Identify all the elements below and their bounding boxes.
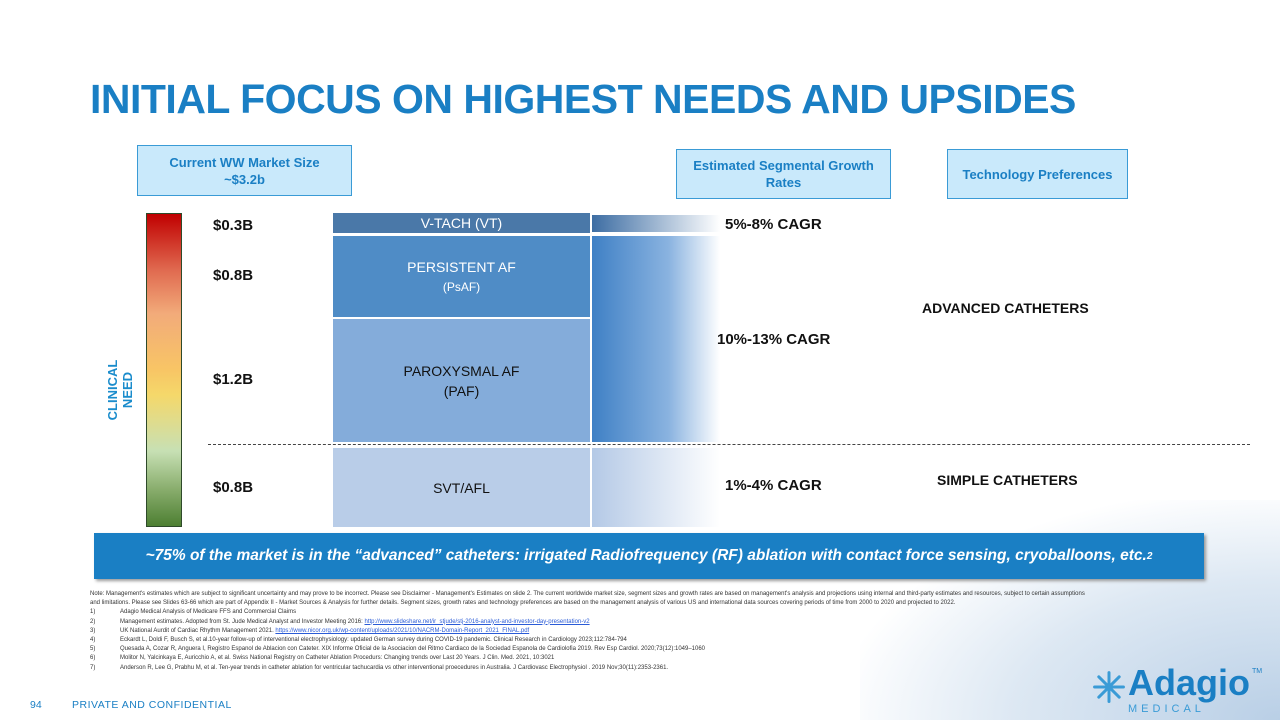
footnote-ref: 4) Eckardt L, Doldi F, Busch S, et al.10-…: [90, 636, 1085, 645]
note-intro: Note: Management's estimates which are s…: [90, 591, 1085, 607]
segment-paf-label: PAROXYSMAL AF: [403, 362, 520, 379]
growth-label-1: Estimated Segmental Growth: [693, 158, 874, 173]
footnotes: Note: Management's estimates which are s…: [90, 590, 1085, 673]
page-title: INITIAL FOCUS ON HIGHEST NEEDS AND UPSID…: [90, 76, 1076, 122]
simple-catheters-label: SIMPLE CATHETERS: [937, 472, 1078, 488]
ref-link[interactable]: https://www.nicor.org.uk/wp-content/uplo…: [275, 627, 530, 634]
ref-text: UK National Aurdit of Cardiac Rhythm Man…: [120, 627, 529, 636]
footnote-ref: 6) Molitor N, Yalcinkaya E, Auricchio A, …: [90, 654, 1085, 663]
ref-citation: Anderson R, Lee G, Prabhu M, et al. Ten-…: [120, 664, 669, 671]
growth-arrow-vt: [592, 215, 720, 232]
cagr-vt: 5%-8% CAGR: [725, 216, 822, 233]
adagio-logo: Adagio TM MEDICAL: [1092, 664, 1277, 720]
value-paf: $1.2B: [213, 371, 254, 388]
logo-sub: MEDICAL: [1128, 703, 1205, 715]
clinical-need-gradient-bar: [146, 213, 182, 527]
ref-text: Eckardt L, Doldi F, Busch S, et al.10-ye…: [120, 636, 627, 645]
page-number: 94: [30, 699, 42, 711]
market-size-header: Current WW Market Size ~$3.2b: [137, 145, 352, 196]
advanced-catheters-label: ADVANCED CATHETERS: [922, 300, 1089, 316]
market-size-value: ~$3.2b: [224, 171, 265, 187]
segment-paf-sub: (PAF): [443, 382, 480, 399]
ref-text: Adagio Medical Analysis of Medicare FFS …: [120, 608, 296, 617]
footnote-ref: 2) Management estimates. Adopted from St.…: [90, 618, 1085, 627]
ref-text: Management estimates. Adopted from St. J…: [120, 618, 590, 627]
ref-link[interactable]: http://www.slideshare.net/ir_stjude/stj-…: [364, 618, 590, 625]
ref-number: 3): [90, 627, 96, 634]
ref-citation: Adagio Medical Analysis of Medicare FFS …: [120, 609, 297, 616]
footnote-ref: 1) Adagio Medical Analysis of Medicare FF…: [90, 608, 1085, 617]
ref-text: Anderson R, Lee G, Prabhu M, et al. Ten-…: [120, 664, 668, 673]
segment-svt-label: SVT/AFL: [433, 479, 490, 496]
segment-vt-label: V-TACH (VT): [420, 215, 503, 231]
segment-vt: V-TACH (VT): [333, 213, 590, 233]
technology-preferences-header: Technology Preferences: [947, 149, 1128, 199]
ref-citation: Management estimates. Adopted from St. J…: [120, 618, 365, 625]
value-svt: $0.8B: [213, 479, 254, 496]
ref-number: 5): [90, 646, 96, 653]
snowflake-icon: [1093, 671, 1125, 703]
summary-banner: ~75% of the market is in the “advanced” …: [94, 533, 1204, 579]
ref-citation: Molitor N, Yalcinkaya E, Auricchio A, et…: [120, 655, 555, 662]
ref-text: Quesada A, Cozar R, Anguera I, Registro …: [120, 645, 705, 654]
clinical-need-label: CLINICAL NEED: [105, 359, 135, 421]
tech-label: Technology Preferences: [962, 166, 1113, 182]
growth-rates-header: Estimated Segmental Growth Rates: [676, 149, 891, 199]
logo-name: Adagio: [1128, 662, 1250, 703]
ref-number: 2): [90, 618, 96, 625]
banner-text: ~75% of the market is in the “advanced” …: [145, 547, 1147, 564]
footnote-ref: 5) Quesada A, Cozar R, Anguera I, Registr…: [90, 645, 1085, 654]
segment-svt: SVT/AFL: [333, 448, 590, 527]
ref-citation: Quesada A, Cozar R, Anguera I, Registro …: [120, 646, 706, 653]
logo-tm: TM: [1252, 668, 1263, 675]
market-size-label: Current WW Market Size: [169, 154, 320, 170]
segment-psaf-sub: (PsAF): [442, 279, 481, 294]
value-psaf: $0.8B: [213, 267, 254, 284]
confidential-label: PRIVATE AND CONFIDENTIAL: [72, 699, 232, 711]
ref-number: 1): [90, 609, 96, 616]
footnote-ref: 3) UK National Aurdit of Cardiac Rhythm M…: [90, 627, 1085, 636]
segment-psaf-label: PERSISTENT AF: [407, 258, 516, 275]
cagr-af: 10%-13% CAGR: [717, 331, 831, 348]
divider-dashed-line: [208, 444, 1250, 445]
growth-arrow-af: [592, 236, 720, 442]
banner-footnote: 2: [1146, 550, 1153, 562]
segment-psaf: PERSISTENT AF (PsAF): [333, 236, 590, 317]
segment-paf: PAROXYSMAL AF (PAF): [333, 319, 590, 442]
ref-number: 7): [90, 664, 96, 671]
ref-citation: Eckardt L, Doldi F, Busch S, et al.10-ye…: [120, 637, 627, 644]
footnote-ref: 7) Anderson R, Lee G, Prabhu M, et al. Te…: [90, 664, 1085, 673]
ref-number: 6): [90, 655, 96, 662]
cagr-svt: 1%-4% CAGR: [725, 477, 822, 494]
ref-text: Molitor N, Yalcinkaya E, Auricchio A, et…: [120, 654, 554, 663]
growth-label-2: Rates: [765, 175, 802, 190]
growth-arrow-svt: [592, 448, 720, 527]
value-vt: $0.3B: [213, 217, 254, 234]
ref-number: 4): [90, 637, 96, 644]
ref-citation: UK National Aurdit of Cardiac Rhythm Man…: [120, 627, 276, 634]
